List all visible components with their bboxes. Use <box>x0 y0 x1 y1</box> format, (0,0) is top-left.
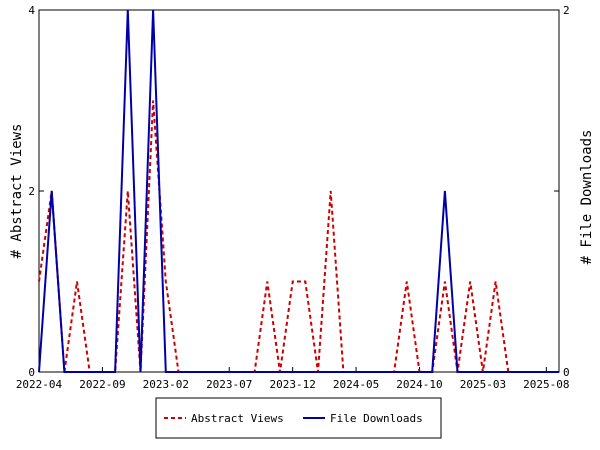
left-tick-label: 0 <box>28 366 35 379</box>
left-tick-label: 2 <box>28 185 35 198</box>
series-line-file-downloads <box>38 9 559 373</box>
legend-box <box>155 397 442 439</box>
legend-label-abstract-views: Abstract Views <box>191 412 284 425</box>
right-tick-label: 2 <box>563 4 570 17</box>
x-tick-label: 2025-08 <box>523 378 569 391</box>
legend-label-file-downloads: File Downloads <box>330 412 423 425</box>
x-tick-label: 2022-09 <box>79 378 125 391</box>
x-axis-ticks: 2022-04 2022-09 2023-02 2023-07 2023-12 2024-… <box>16 367 569 391</box>
x-tick-label: 2025-03 <box>460 378 506 391</box>
left-axis-label: # Abstract Views <box>9 124 25 259</box>
x-tick-label: 2022-04 <box>16 378 63 391</box>
x-tick-label: 2024-05 <box>333 378 379 391</box>
legend: Abstract Views File Downloads <box>155 397 442 439</box>
right-axis-label: # File Downloads <box>579 130 595 265</box>
series-line-abstract-views <box>38 100 559 373</box>
x-tick-label: 2023-12 <box>269 378 315 391</box>
x-tick-label: 2023-07 <box>206 378 252 391</box>
x-tick-label: 2023-02 <box>143 378 189 391</box>
right-tick-label: 0 <box>563 366 570 379</box>
x-tick-label: 2024-10 <box>396 378 442 391</box>
left-tick-label: 4 <box>28 4 35 17</box>
series-layer <box>38 9 559 373</box>
